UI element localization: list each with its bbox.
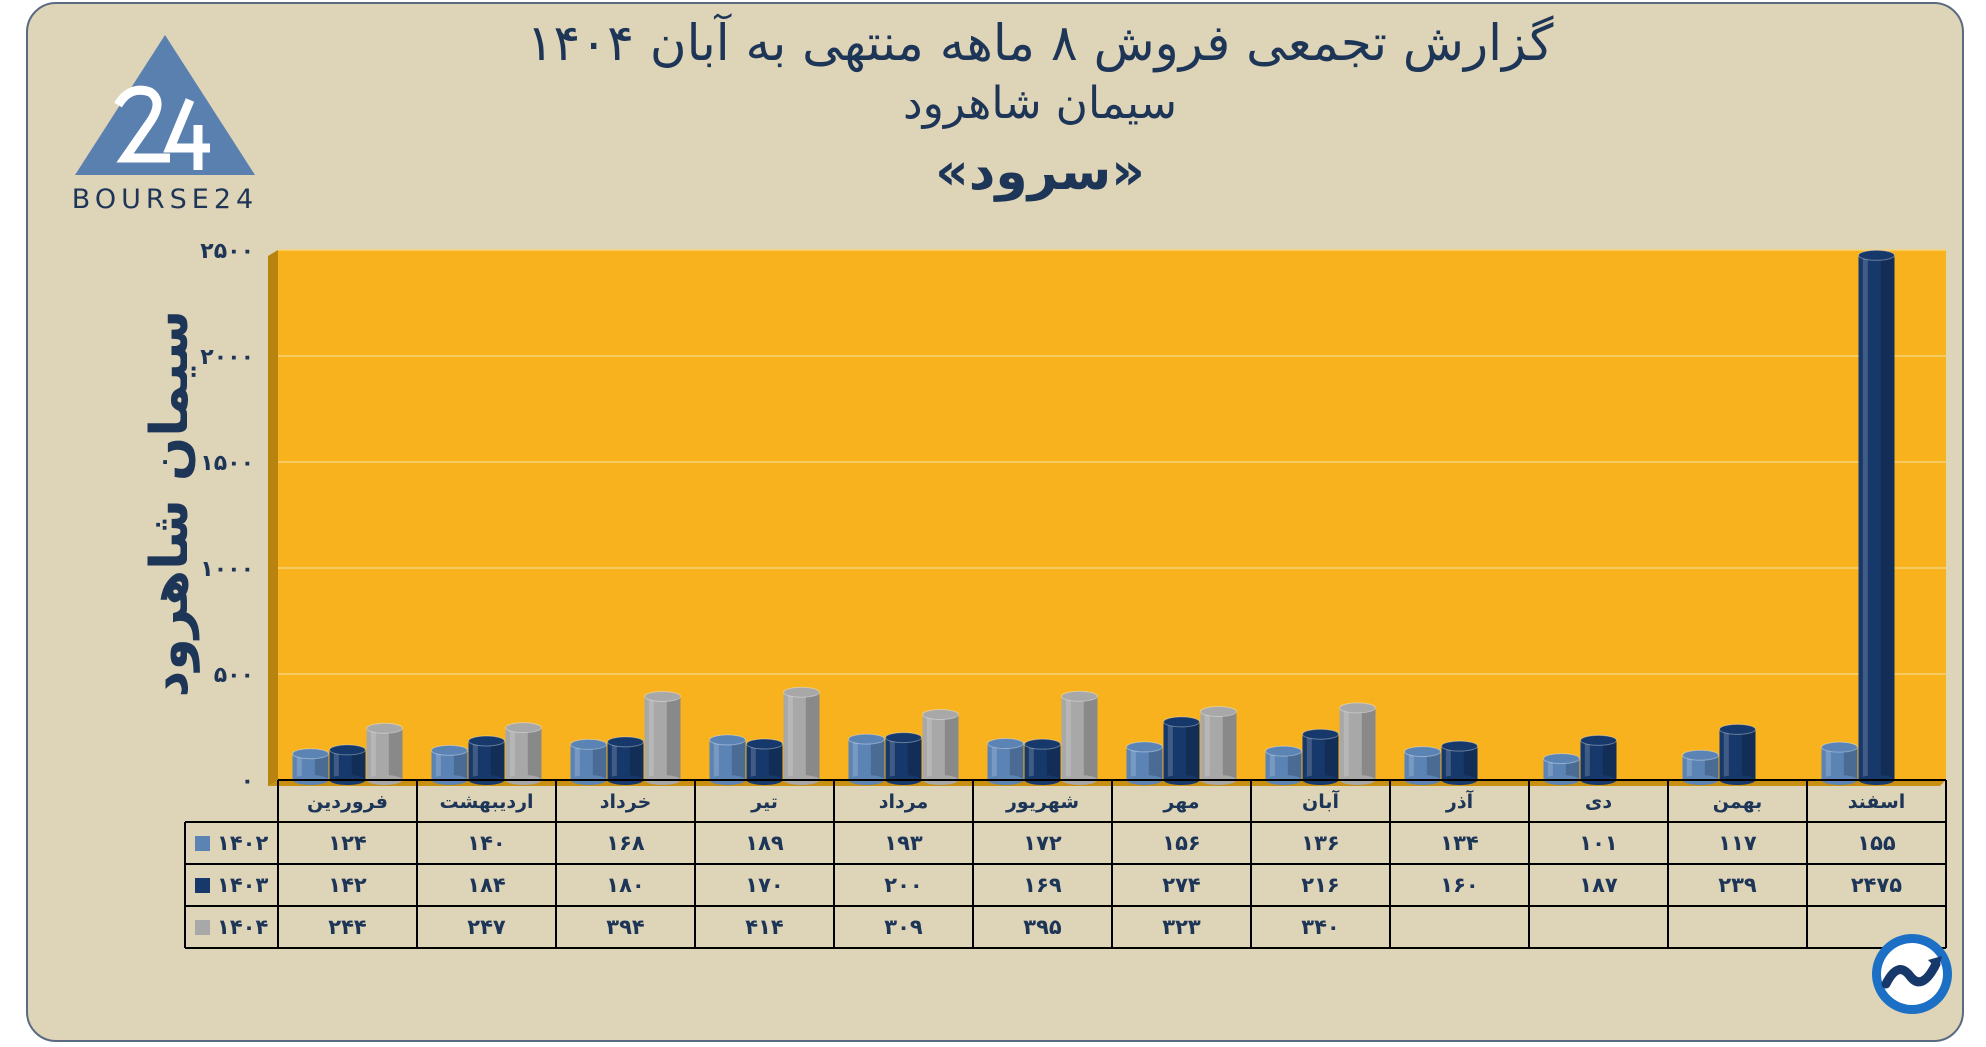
data-label: ۱۶۸: [606, 831, 645, 855]
data-label: ۴۱۴: [745, 915, 784, 939]
bar: [1682, 749, 1719, 785]
data-label: ۱۷۰: [745, 873, 783, 897]
plot-area: [278, 250, 1946, 780]
bar: [1404, 746, 1441, 785]
bar: [1061, 690, 1098, 785]
x-tick-label: تیر: [750, 791, 778, 813]
x-tick-label: اسفند: [1848, 791, 1906, 813]
legend-label: ۱۴۰۲: [217, 831, 268, 855]
y-tick-label: ۵۰۰: [214, 663, 254, 688]
data-label: ۱۱۷: [1718, 831, 1757, 855]
x-tick-label: خرداد: [600, 791, 652, 813]
bourse24-logo: [75, 35, 255, 175]
bar: [1580, 734, 1617, 785]
data-label: ۱۳۴: [1440, 831, 1479, 855]
data-label: ۲۴۷۵: [1851, 873, 1902, 897]
legend-label: ۱۴۰۴: [217, 915, 268, 939]
legend-label: ۱۴۰۳: [217, 873, 268, 897]
trend-logo-icon: [1872, 934, 1952, 1014]
data-label: ۳۹۵: [1023, 915, 1062, 939]
bar: [1126, 741, 1163, 785]
legend-swatch: [195, 878, 210, 893]
data-label: ۱۴۲: [328, 873, 367, 897]
bar: [329, 744, 366, 785]
bar: [644, 690, 681, 785]
x-tick-label: آبان: [1302, 789, 1339, 813]
bar: [709, 734, 746, 785]
chart-title: گزارش تجمعی فروش ۸ ماهه منتهی به آبان ۱۴…: [526, 14, 1554, 72]
data-label: ۱۵۶: [1162, 831, 1200, 855]
data-label: ۱۲۴: [328, 831, 367, 855]
data-label: ۱۶۹: [1023, 873, 1062, 897]
x-tick-label: فروردین: [307, 791, 388, 813]
bar: [848, 733, 885, 785]
bar: [1441, 740, 1478, 785]
y-tick-label: ۱۰۰۰: [200, 557, 254, 582]
y-tick-label: ۱۵۰۰: [200, 451, 254, 476]
bar: [1719, 723, 1756, 785]
x-tick-label: شهریور: [1005, 791, 1079, 813]
bar: [431, 744, 468, 785]
chart-symbol: «سرود»: [935, 142, 1145, 202]
bar: [366, 722, 403, 785]
x-tick-label: بهمن: [1713, 791, 1763, 813]
x-tick-label: دی: [1585, 791, 1612, 813]
x-tick-label: اردیبهشت: [439, 791, 533, 813]
chart-subtitle: سیمان شاهرود: [903, 78, 1177, 129]
bar: [607, 736, 644, 785]
y-tick-label: ۰: [241, 769, 254, 794]
bar: [505, 722, 542, 785]
x-tick-label: مرداد: [879, 791, 929, 813]
bar: [1339, 702, 1376, 785]
bar: [1821, 741, 1858, 785]
y-tick-label: ۲۰۰۰: [200, 345, 254, 370]
bar: [1024, 738, 1061, 785]
bar: [746, 738, 783, 785]
bar: [987, 738, 1024, 785]
bar: [1163, 716, 1200, 785]
legend-swatch: [195, 836, 210, 851]
data-label: ۱۷۲: [1023, 831, 1062, 855]
data-label: ۳۴۰: [1301, 915, 1339, 939]
data-label: ۱۴۰: [467, 831, 505, 855]
legend-swatch: [195, 920, 210, 935]
data-label: ۱۶۰: [1440, 873, 1478, 897]
data-label: ۲۴۷: [467, 915, 506, 939]
bar: [1302, 728, 1339, 785]
data-label: ۲۳۹: [1718, 873, 1757, 897]
data-label: ۱۸۹: [745, 831, 784, 855]
x-tick-label: مهر: [1162, 791, 1199, 813]
data-label: ۱۸۰: [606, 873, 644, 897]
bar: [570, 738, 607, 785]
data-label: ۲۷۴: [1162, 873, 1201, 897]
bar: [885, 732, 922, 785]
data-label: ۱۹۳: [884, 831, 923, 855]
y-tick-label: ۲۵۰۰: [200, 239, 254, 264]
data-label: ۳۰۹: [884, 915, 923, 939]
data-label: ۱۸۷: [1579, 873, 1618, 897]
plot-floor: [268, 780, 1946, 786]
data-label: ۲۰۰: [884, 873, 922, 897]
data-label: ۱۰۱: [1579, 831, 1617, 855]
data-label: ۳۲۳: [1162, 915, 1201, 939]
bar: [1858, 249, 1895, 785]
data-label: ۱۸۴: [467, 873, 506, 897]
data-label: ۱۵۵: [1857, 831, 1896, 855]
bar: [1200, 706, 1237, 785]
data-label: ۲۱۶: [1301, 873, 1339, 897]
data-label: ۲۴۴: [328, 915, 367, 939]
logo-text: BOURSE24: [71, 184, 259, 215]
bar: [783, 686, 820, 785]
bar: [1265, 745, 1302, 785]
x-tick-label: آذر: [1445, 789, 1474, 813]
bar: [468, 735, 505, 785]
plot-side-wall: [268, 250, 278, 786]
data-label: ۳۹۴: [606, 915, 645, 939]
data-label: ۱۳۶: [1301, 831, 1339, 855]
bar: [922, 708, 959, 785]
